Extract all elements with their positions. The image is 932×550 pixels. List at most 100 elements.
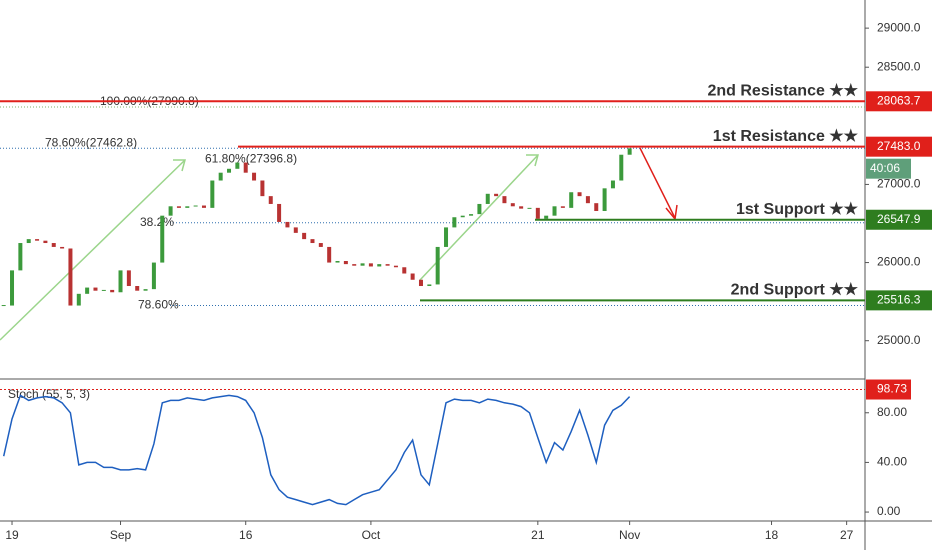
x-tick-label: Oct	[362, 528, 381, 542]
candle	[318, 243, 323, 247]
candle	[327, 246, 332, 263]
candle	[218, 172, 223, 181]
candle	[494, 193, 499, 197]
y2-tick-label: 0.00	[877, 504, 901, 518]
x-tick-label: 18	[765, 528, 779, 542]
candle	[51, 243, 56, 247]
level-name: 2nd Support ★★	[731, 282, 859, 299]
candle	[68, 248, 73, 306]
candle	[627, 148, 632, 155]
y-tick-label: 28500.0	[877, 59, 921, 73]
fib-label: 38.2%	[140, 215, 174, 229]
candle	[544, 215, 549, 219]
projection-arrow	[639, 147, 676, 219]
x-tick-label: 27	[840, 528, 854, 542]
fib-label: 78.60%(27462.8)	[45, 135, 137, 149]
level-name: 2nd Resistance ★★	[707, 83, 858, 100]
candle	[527, 207, 532, 209]
candle	[185, 206, 190, 208]
candle	[477, 203, 482, 215]
candle	[277, 203, 282, 222]
candle	[610, 180, 615, 189]
candle	[210, 180, 215, 208]
price-box-label: 28063.7	[877, 93, 921, 107]
candle	[43, 240, 48, 244]
candle	[435, 246, 440, 285]
candle	[577, 192, 582, 197]
candle	[76, 293, 81, 306]
candle	[201, 205, 206, 208]
candle	[243, 162, 248, 173]
candle	[418, 279, 423, 287]
price-box-label: 25516.3	[877, 293, 921, 307]
candle	[285, 221, 290, 228]
candle	[619, 154, 624, 181]
candle	[444, 227, 449, 247]
candle	[368, 263, 373, 267]
price-box	[866, 209, 932, 230]
candle	[377, 264, 382, 267]
candle	[352, 264, 357, 266]
candle	[510, 203, 515, 207]
countdown: 40:06	[870, 161, 900, 175]
candle	[193, 205, 198, 207]
price-box-label: 27483.0	[877, 139, 921, 153]
candle	[560, 206, 565, 208]
candle	[151, 262, 156, 290]
candle	[10, 270, 15, 306]
candle	[135, 286, 140, 291]
candle	[569, 192, 574, 208]
candle	[26, 239, 31, 244]
candle	[393, 265, 398, 268]
candle	[85, 287, 90, 294]
countdown-box	[866, 158, 911, 179]
candle	[385, 264, 390, 266]
y-tick-label: 29000.0	[877, 20, 921, 34]
y-tick-label: 27000.0	[877, 177, 921, 191]
y2-tick-label: 80.00	[877, 405, 907, 419]
candle	[502, 196, 507, 204]
y2-tick-label: 40.00	[877, 455, 907, 469]
price-box	[866, 290, 932, 311]
candle	[168, 206, 173, 216]
candle	[60, 246, 65, 249]
candle	[227, 168, 232, 173]
candle	[18, 243, 23, 271]
candle	[160, 215, 165, 263]
candle	[594, 203, 599, 211]
arrow-head	[526, 154, 539, 167]
candle	[35, 239, 40, 241]
candle	[469, 214, 474, 216]
candle	[110, 289, 115, 293]
x-tick-label: Nov	[619, 528, 640, 542]
trend-arrow	[0, 159, 186, 341]
arrow-head	[173, 159, 186, 172]
candle	[535, 207, 540, 219]
candle	[427, 284, 432, 287]
x-tick-label: 16	[239, 528, 253, 542]
candle	[252, 172, 257, 181]
candle	[93, 287, 98, 291]
candle	[293, 227, 298, 233]
candle	[335, 261, 340, 263]
fib-label: 61.80%(27396.8)	[205, 152, 297, 166]
candle	[101, 289, 106, 291]
price-box	[866, 136, 932, 157]
candle	[410, 273, 415, 280]
price-box	[866, 91, 932, 112]
candle	[452, 217, 457, 228]
candle	[176, 206, 181, 208]
candle	[126, 270, 131, 287]
candle	[360, 263, 365, 266]
candle	[343, 261, 348, 265]
stoch-line	[2, 394, 631, 506]
indicator-label: Stoch (55, 5, 3)	[8, 387, 90, 401]
candle	[460, 215, 465, 218]
stoch-box-label: 98.73	[877, 382, 907, 396]
level-name: 1st Resistance ★★	[713, 128, 859, 145]
candle	[118, 270, 123, 293]
price-box-label: 26547.9	[877, 212, 921, 226]
level-name: 1st Support ★★	[736, 201, 859, 218]
candle	[310, 239, 315, 244]
